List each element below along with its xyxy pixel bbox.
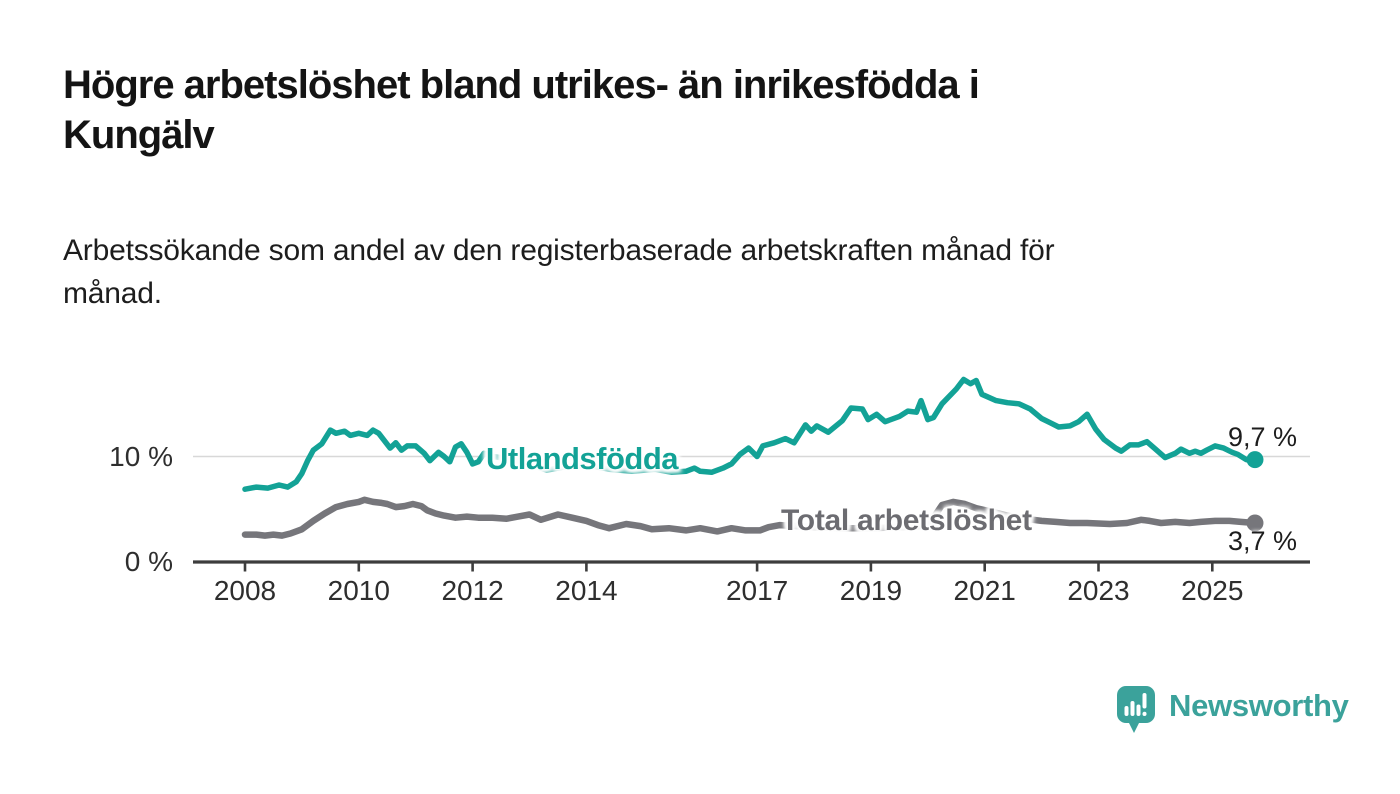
newsworthy-logo-icon [1117,686,1155,733]
logo-bar-2 [1130,701,1135,716]
chart-subtitle: Arbetssökande som andel av den registerb… [63,229,1253,315]
chart-subtitle-line-1: Arbetssökande som andel av den registerb… [63,234,1055,267]
y-axis-label-0: 0 % [124,546,173,577]
x-tick-label-2019: 2019 [840,575,902,606]
logo-exclamation-dot [1142,711,1147,716]
series-label-utlandsfodda: Utlandsfödda [486,441,679,476]
x-tick-label-2014: 2014 [555,575,617,606]
end-dot-utlandsf-dda [1246,451,1264,469]
series-line-total-arbetsl-shet [241,496,1259,539]
logo-exclamation-bar [1142,693,1147,709]
x-tick-label-2008: 2008 [214,575,276,606]
x-tick-label-2025: 2025 [1181,575,1243,606]
end-dot-total-arbetsl-shet [1246,514,1264,532]
newsworthy-logo-text: Newsworthy [1169,687,1349,723]
chart-title-line-2: Kungälv [63,113,215,157]
series-line-utlandsf-dda [242,376,1258,492]
y-axis-label-10: 10 % [109,441,173,472]
newsworthy-logo: Newsworthy [1117,685,1349,735]
end-value-label-utlandsfodda: 9,7 % [1228,422,1298,452]
logo-bar-3 [1136,704,1141,716]
chart-title-line-1: Högre arbetslöshet bland utrikes- än inr… [63,63,980,107]
x-tick-label-2023: 2023 [1067,575,1129,606]
x-tick-label-2012: 2012 [441,575,503,606]
x-tick-label-2021: 2021 [954,575,1016,606]
logo-bar-1 [1124,706,1129,716]
end-value-label-total: 3,7 % [1228,526,1298,556]
chart-subtitle-line-2: månad. [63,277,162,310]
x-tick-label-2017: 2017 [726,575,788,606]
series-label-total-arbetsloshet: Total arbetslöshet [781,504,1032,537]
x-tick-label-2010: 2010 [328,575,390,606]
chart-title: Högre arbetslöshet bland utrikes- än inr… [63,60,1253,160]
